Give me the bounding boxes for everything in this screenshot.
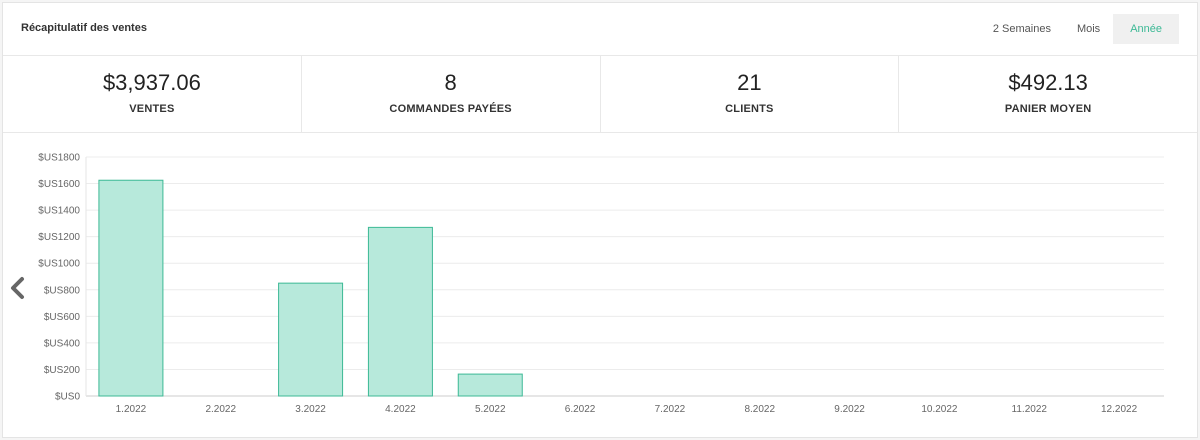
x-tick-label: 6.2022 [565, 404, 596, 415]
stat-paid-orders: 8 COMMANDES PAYÉES [302, 56, 601, 132]
tab-2-weeks[interactable]: 2 Semaines [992, 23, 1051, 35]
y-tick-label: $US600 [44, 312, 81, 323]
stat-sales-value: $3,937.06 [102, 70, 201, 95]
bar [278, 282, 344, 397]
stat-paid-orders-value: 8 [444, 70, 457, 95]
stats-row: $3,937.06 VENTES 8 COMMANDES PAYÉES 21 C… [3, 56, 1197, 133]
tab-year[interactable]: Année [1113, 14, 1179, 44]
x-tick-label: 12.2022 [1101, 404, 1138, 415]
tab-month[interactable]: Mois [1076, 23, 1101, 35]
y-tick-label: $US200 [44, 365, 81, 376]
bar [367, 226, 433, 397]
panel-title: Récapitulatif des ventes [21, 22, 147, 34]
x-tick-label: 3.2022 [295, 404, 326, 415]
x-tick-label: 5.2022 [475, 404, 506, 415]
x-tick-label: 2.2022 [205, 404, 236, 415]
stat-sales: $3,937.06 VENTES [3, 56, 302, 132]
x-tick-label: 4.2022 [385, 404, 416, 415]
x-tick-label: 11.2022 [1012, 404, 1048, 415]
stat-average-basket-label: PANIER MOYEN [1004, 103, 1092, 115]
period-tabs: 2 Semaines Mois Année [980, 14, 1179, 44]
stat-sales-label: VENTES [129, 103, 175, 115]
y-tick-label: $US1200 [38, 232, 80, 243]
stat-customers-label: CLIENTS [725, 103, 774, 115]
y-tick-label: $US0 [55, 392, 80, 403]
stat-average-basket: $492.13 PANIER MOYEN [899, 56, 1197, 132]
stat-customers-value: 21 [737, 70, 762, 95]
x-tick-label: 9.2022 [834, 404, 865, 415]
stat-paid-orders-label: COMMANDES PAYÉES [389, 103, 512, 115]
x-tick-label: 7.2022 [655, 404, 686, 415]
y-tick-label: $US1600 [38, 179, 80, 190]
bar [98, 179, 164, 397]
y-tick-label: $US1800 [38, 153, 80, 164]
bar [457, 373, 523, 397]
y-tick-label: $US1000 [38, 259, 80, 270]
panel-header: Récapitulatif des ventes 2 Semaines Mois… [3, 3, 1197, 56]
x-tick-label: 1.2022 [116, 404, 147, 415]
stat-customers: 21 CLIENTS [601, 56, 900, 132]
y-tick-label: $US1400 [38, 206, 80, 217]
stat-average-basket-value: $492.13 [1008, 70, 1088, 95]
x-tick-label: 10.2022 [921, 404, 958, 415]
chevron-left-icon[interactable] [8, 276, 28, 300]
y-tick-label: $US800 [44, 285, 81, 296]
y-tick-label: $US400 [44, 338, 81, 349]
x-tick-label: 8.2022 [744, 404, 775, 415]
